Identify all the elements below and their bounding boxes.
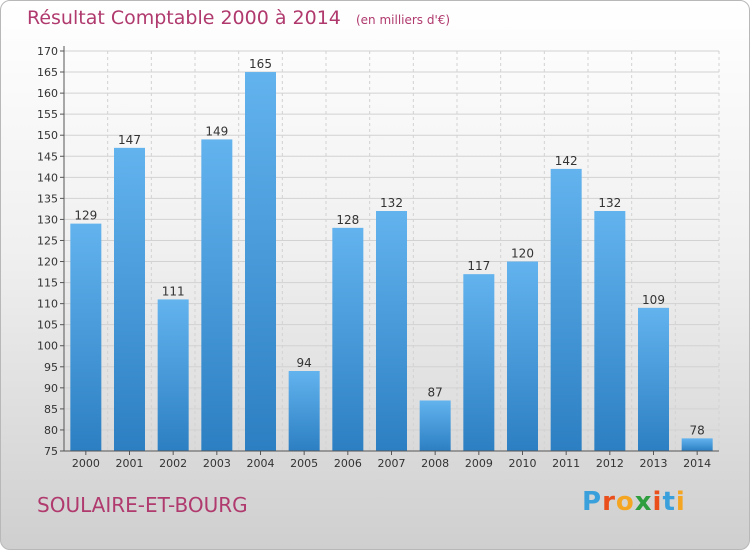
- bar-value-label: 128: [336, 213, 359, 227]
- x-tick-label: 2001: [116, 457, 144, 470]
- y-tick-label: 165: [37, 66, 58, 79]
- chart-unit: (en milliers d'€): [355, 13, 451, 27]
- y-tick-label: 95: [44, 361, 58, 374]
- bar-2013: [638, 307, 669, 451]
- x-tick-label: 2011: [552, 457, 580, 470]
- x-tick-label: 2004: [247, 457, 275, 470]
- proxiti-logo[interactable]: Proxiti: [582, 487, 686, 517]
- y-tick-label: 125: [37, 234, 58, 247]
- bar-2007: [376, 211, 407, 451]
- y-tick-label: 135: [37, 192, 58, 205]
- x-tick-label: 2010: [509, 457, 537, 470]
- bar-2003: [201, 139, 233, 451]
- bar-2000: [70, 223, 102, 451]
- x-tick-label: 2009: [465, 457, 493, 470]
- x-tick-label: 2007: [378, 457, 406, 470]
- x-tick-label: 2012: [596, 457, 624, 470]
- logo-letter: o: [615, 487, 635, 517]
- bar-2004: [245, 72, 276, 451]
- logo-letter: P: [582, 487, 603, 517]
- bar-value-label: 117: [467, 259, 490, 273]
- y-tick-label: 170: [37, 45, 58, 58]
- y-tick-label: 155: [37, 108, 58, 121]
- bar-layer: 129 147 111 149 165 94 128 132 87 117 120 142 132 109…: [70, 57, 713, 452]
- y-tick-label: 75: [44, 445, 58, 458]
- bar-value-label: 87: [428, 385, 443, 399]
- town-name: SOULAIRE-ET-BOURG: [37, 493, 248, 517]
- bar-value-label: 132: [598, 196, 621, 210]
- bar-2002: [157, 299, 189, 451]
- y-tick-label: 80: [44, 424, 58, 437]
- y-tick-label: 110: [37, 298, 58, 311]
- x-tick-label: 2008: [421, 457, 449, 470]
- bar-value-label: 165: [249, 57, 272, 71]
- x-tick-label: 2014: [683, 457, 711, 470]
- bar-value-label: 142: [555, 154, 578, 168]
- y-tick-label: 105: [37, 319, 58, 332]
- y-tick-label: 115: [37, 277, 58, 290]
- y-tick-label: 145: [37, 150, 58, 163]
- bar-value-label: 147: [118, 133, 141, 147]
- x-tick-label: 2002: [159, 457, 187, 470]
- y-tick-label: 85: [44, 403, 58, 416]
- bar-2011: [550, 168, 582, 452]
- title-row: Résultat Comptable 2000 à 2014 (en milli…: [27, 7, 450, 29]
- bar-value-label: 120: [511, 247, 534, 261]
- bar-2012: [594, 211, 626, 451]
- bar-value-label: 129: [74, 209, 97, 223]
- x-tick-label: 2003: [203, 457, 231, 470]
- chart-title: Résultat Comptable 2000 à 2014: [27, 7, 341, 29]
- bar-2006: [332, 227, 364, 451]
- x-tick-label: 2013: [640, 457, 668, 470]
- bar-2009: [463, 274, 495, 451]
- bar-2001: [114, 147, 145, 451]
- y-tick-label: 160: [37, 87, 58, 100]
- bar-2014: [681, 438, 713, 451]
- bar-value-label: 111: [162, 284, 185, 298]
- y-tick-label: 150: [37, 129, 58, 142]
- bar-value-label: 94: [297, 356, 312, 370]
- logo-letter: t: [662, 487, 676, 517]
- y-tick-label: 130: [37, 213, 58, 226]
- bar-value-label: 109: [642, 293, 665, 307]
- x-tick-label: 2005: [290, 457, 318, 470]
- x-tick-label: 2000: [72, 457, 100, 470]
- logo-letter: r: [602, 487, 616, 517]
- axis-layer: 75 80 85 90 95 100 105 110 115 120 125 130 135 140 145…: [37, 45, 719, 470]
- logo-letter: i: [652, 487, 663, 517]
- bar-value-label: 132: [380, 196, 403, 210]
- bar-value-label: 78: [690, 423, 705, 437]
- y-tick-label: 90: [44, 382, 58, 395]
- bar-2010: [507, 261, 538, 451]
- logo-letter: i: [675, 487, 686, 517]
- bar-2008: [419, 400, 451, 451]
- logo-letter: x: [634, 487, 653, 517]
- bar-value-label: 149: [205, 124, 228, 138]
- y-tick-label: 120: [37, 256, 58, 269]
- y-tick-label: 100: [37, 340, 58, 353]
- y-tick-label: 140: [37, 171, 58, 184]
- x-tick-label: 2006: [334, 457, 362, 470]
- bar-2005: [288, 371, 320, 451]
